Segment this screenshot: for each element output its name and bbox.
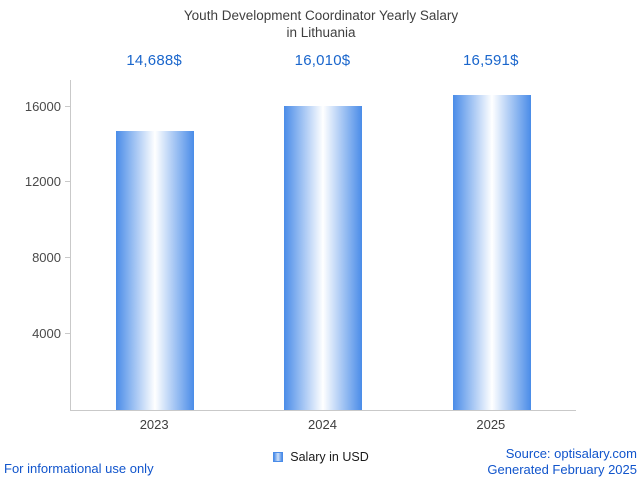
- chart-title-line2: in Lithuania: [286, 25, 356, 40]
- chart-title: Youth Development Coordinator Yearly Sal…: [0, 7, 642, 41]
- x-axis-labels: 2023 2024 2025: [70, 417, 575, 432]
- salary-bar-2024: [284, 106, 363, 410]
- bar-column: [71, 80, 239, 410]
- bars-container: [71, 80, 576, 410]
- salary-bar-2025: [452, 95, 531, 410]
- bar-value-label: 16,591$: [463, 52, 519, 69]
- bar-value-labels-row: 14,688$ 16,010$ 16,591$: [70, 52, 575, 69]
- y-axis-tick-mark: [65, 333, 71, 334]
- legend-swatch-icon: [273, 452, 284, 462]
- x-axis-label: 2023: [139, 417, 169, 432]
- source-info: Source: optisalary.com Generated Februar…: [487, 446, 637, 478]
- bar-column: [408, 80, 576, 410]
- x-axis-label: 2024: [308, 417, 337, 432]
- y-axis-tick-label: 4000: [32, 326, 61, 341]
- source-link[interactable]: Source: optisalary.com: [505, 446, 637, 461]
- legend: Salary in USD: [0, 450, 642, 464]
- chart-title-line1: Youth Development Coordinator Yearly Sal…: [183, 8, 459, 23]
- disclaimer-text: For informational use only: [4, 461, 154, 476]
- y-axis-tick-label: 12000: [24, 174, 61, 189]
- bar-value-label: 14,688$: [126, 52, 182, 69]
- bar-column: [239, 80, 407, 410]
- y-axis-tick-mark: [65, 257, 71, 258]
- y-axis-tick-mark: [65, 106, 71, 107]
- legend-label: Salary in USD: [290, 450, 369, 464]
- plot-area: 4000 8000 12000 16000: [25, 80, 576, 411]
- y-axis-tick-mark: [65, 181, 71, 182]
- bar-value-label: 16,010$: [294, 52, 351, 69]
- x-axis-label: 2025: [476, 417, 506, 432]
- y-axis-tick-label: 16000: [24, 99, 61, 114]
- generated-date: Generated February 2025: [487, 462, 637, 477]
- salary-bar-2023: [116, 131, 195, 410]
- y-axis-tick-label: 8000: [32, 250, 61, 265]
